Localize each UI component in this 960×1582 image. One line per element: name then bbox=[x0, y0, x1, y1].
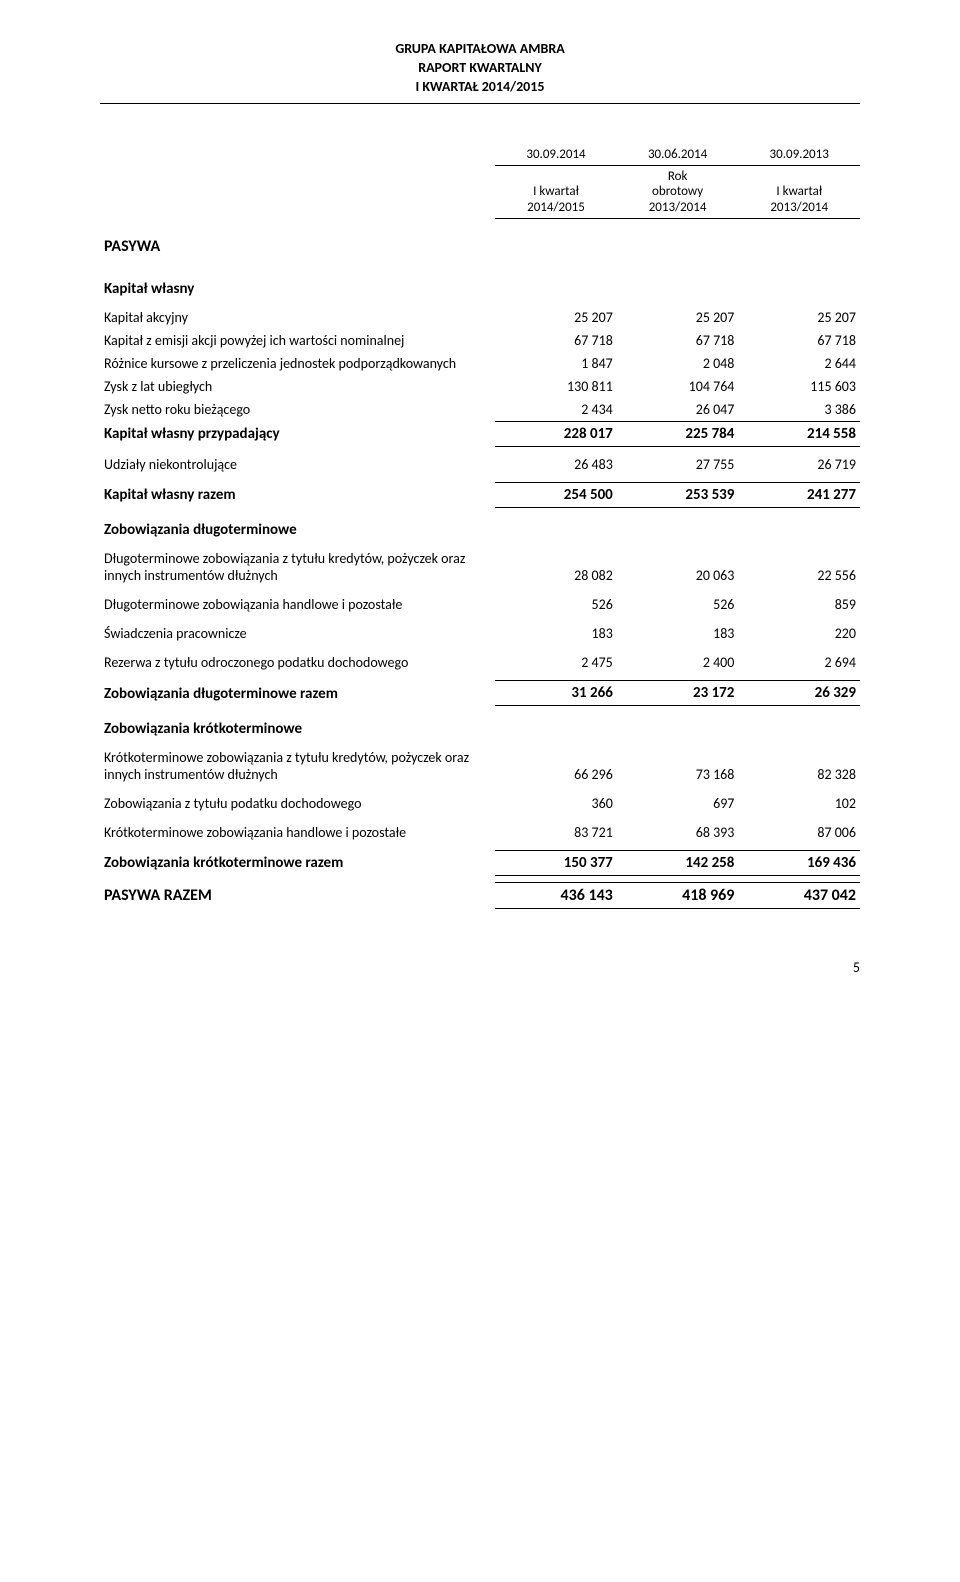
short-liab-total-label: Zobowiązania krótkoterminowe razem bbox=[100, 850, 495, 875]
col-sub-3: I kwartał 2013/2014 bbox=[738, 165, 860, 219]
long-liab-total-label: Zobowiązania długoterminowe razem bbox=[100, 681, 495, 706]
row-value: 26 047 bbox=[617, 398, 739, 422]
table-row: Długoterminowe zobowiązania handlowe i p… bbox=[100, 593, 860, 616]
row-label: Świadczenia pracownicze bbox=[100, 622, 495, 645]
row-label: Długoterminowe zobowiązania z tytułu kre… bbox=[100, 547, 495, 587]
table-row: Kapitał z emisji akcji powyżej ich warto… bbox=[100, 329, 860, 352]
row-label: Krótkoterminowe zobowiązania z tytułu kr… bbox=[100, 746, 495, 786]
row-value: 67 718 bbox=[617, 329, 739, 352]
equity-heading: Kapitał własny bbox=[100, 266, 495, 306]
header-line-3: I KWARTAŁ 2014/2015 bbox=[100, 78, 860, 97]
long-liab-rows: Długoterminowe zobowiązania z tytułu kre… bbox=[100, 547, 860, 674]
row-value: 3 386 bbox=[738, 398, 860, 422]
row-value: 2 694 bbox=[738, 651, 860, 674]
short-liab-total-row: Zobowiązania krótkoterminowe razem 150 3… bbox=[100, 850, 860, 875]
row-value: 102 bbox=[738, 792, 860, 815]
row-value: 22 556 bbox=[738, 547, 860, 587]
row-label: Krótkoterminowe zobowiązania handlowe i … bbox=[100, 821, 495, 844]
row-value: 87 006 bbox=[738, 821, 860, 844]
long-liab-heading: Zobowiązania długoterminowe bbox=[100, 507, 495, 547]
short-liab-heading: Zobowiązania krótkoterminowe bbox=[100, 706, 495, 746]
row-value: 25 207 bbox=[495, 306, 617, 329]
col-date-3: 30.09.2013 bbox=[738, 144, 860, 166]
row-value: 28 082 bbox=[495, 547, 617, 587]
equity-attributable-row: Kapitał własny przypadający 228 017 225 … bbox=[100, 421, 860, 446]
pasywa-razem-label: PASYWA RAZEM bbox=[100, 882, 495, 908]
table-row: Rezerwa z tytułu odroczonego podatku doc… bbox=[100, 651, 860, 674]
pasywa-razem-row: PASYWA RAZEM 436 143 418 969 437 042 bbox=[100, 882, 860, 908]
row-value: 2 434 bbox=[495, 398, 617, 422]
column-subheads-row: I kwartał 2014/2015 Rok obrotowy 2013/20… bbox=[100, 165, 860, 219]
table-row: Świadczenia pracownicze183183220 bbox=[100, 622, 860, 645]
table-row: Różnice kursowe z przeliczenia jednostek… bbox=[100, 352, 860, 375]
row-value: 67 718 bbox=[495, 329, 617, 352]
row-value: 360 bbox=[495, 792, 617, 815]
row-label: Zysk z lat ubiegłych bbox=[100, 375, 495, 398]
row-value: 2 644 bbox=[738, 352, 860, 375]
table-row: Krótkoterminowe zobowiązania z tytułu kr… bbox=[100, 746, 860, 786]
section-long-liab: Zobowiązania długoterminowe bbox=[100, 507, 860, 547]
row-value: 73 168 bbox=[617, 746, 739, 786]
financial-table: 30.09.2014 30.06.2014 30.09.2013 I kwart… bbox=[100, 144, 860, 909]
page-number: 5 bbox=[100, 959, 860, 976]
row-value: 220 bbox=[738, 622, 860, 645]
row-value: 526 bbox=[617, 593, 739, 616]
row-label: Różnice kursowe z przeliczenia jednostek… bbox=[100, 352, 495, 375]
row-value: 1 847 bbox=[495, 352, 617, 375]
equity-rows: Kapitał akcyjny25 20725 20725 207Kapitał… bbox=[100, 306, 860, 422]
column-dates-row: 30.09.2014 30.06.2014 30.09.2013 bbox=[100, 144, 860, 166]
col-date-1: 30.09.2014 bbox=[495, 144, 617, 166]
row-label: Długoterminowe zobowiązania handlowe i p… bbox=[100, 593, 495, 616]
row-label: Rezerwa z tytułu odroczonego podatku doc… bbox=[100, 651, 495, 674]
nci-label: Udziały niekontrolujące bbox=[100, 453, 495, 476]
row-label: Zysk netto roku bieżącego bbox=[100, 398, 495, 422]
row-value: 104 764 bbox=[617, 375, 739, 398]
section-equity: Kapitał własny bbox=[100, 266, 860, 306]
equity-total-row: Kapitał własny razem 254 500 253 539 241… bbox=[100, 482, 860, 507]
pasywa-heading: PASYWA bbox=[100, 219, 495, 266]
row-value: 697 bbox=[617, 792, 739, 815]
table-row: Kapitał akcyjny25 20725 20725 207 bbox=[100, 306, 860, 329]
row-value: 66 296 bbox=[495, 746, 617, 786]
header-line-1: GRUPA KAPITAŁOWA AMBRA bbox=[100, 40, 860, 59]
row-value: 2 400 bbox=[617, 651, 739, 674]
equity-attributable-label: Kapitał własny przypadający bbox=[100, 421, 495, 446]
row-value: 2 048 bbox=[617, 352, 739, 375]
row-value: 183 bbox=[617, 622, 739, 645]
equity-total-label: Kapitał własny razem bbox=[100, 482, 495, 507]
row-value: 20 063 bbox=[617, 547, 739, 587]
table-row: Zysk z lat ubiegłych130 811104 764115 60… bbox=[100, 375, 860, 398]
row-value: 130 811 bbox=[495, 375, 617, 398]
table-row: Zysk netto roku bieżącego2 43426 0473 38… bbox=[100, 398, 860, 422]
row-value: 183 bbox=[495, 622, 617, 645]
row-value: 25 207 bbox=[617, 306, 739, 329]
header-line-2: RAPORT KWARTALNY bbox=[100, 59, 860, 78]
row-label: Kapitał z emisji akcji powyżej ich warto… bbox=[100, 329, 495, 352]
row-value: 2 475 bbox=[495, 651, 617, 674]
table-row: Krótkoterminowe zobowiązania handlowe i … bbox=[100, 821, 860, 844]
col-sub-2: Rok obrotowy 2013/2014 bbox=[617, 165, 739, 219]
short-liab-rows: Krótkoterminowe zobowiązania z tytułu kr… bbox=[100, 746, 860, 844]
section-short-liab: Zobowiązania krótkoterminowe bbox=[100, 706, 860, 746]
nci-row: Udziały niekontrolujące 26 483 27 755 26… bbox=[100, 453, 860, 476]
section-pasywa: PASYWA bbox=[100, 219, 860, 266]
row-value: 115 603 bbox=[738, 375, 860, 398]
row-value: 68 393 bbox=[617, 821, 739, 844]
long-liab-total-row: Zobowiązania długoterminowe razem 31 266… bbox=[100, 681, 860, 706]
row-label: Zobowiązania z tytułu podatku dochodoweg… bbox=[100, 792, 495, 815]
table-row: Zobowiązania z tytułu podatku dochodoweg… bbox=[100, 792, 860, 815]
table-row: Długoterminowe zobowiązania z tytułu kre… bbox=[100, 547, 860, 587]
row-value: 859 bbox=[738, 593, 860, 616]
row-value: 25 207 bbox=[738, 306, 860, 329]
row-value: 82 328 bbox=[738, 746, 860, 786]
row-value: 67 718 bbox=[738, 329, 860, 352]
row-value: 526 bbox=[495, 593, 617, 616]
row-label: Kapitał akcyjny bbox=[100, 306, 495, 329]
page: GRUPA KAPITAŁOWA AMBRA RAPORT KWARTALNY … bbox=[0, 0, 960, 1036]
row-value: 83 721 bbox=[495, 821, 617, 844]
col-date-2: 30.06.2014 bbox=[617, 144, 739, 166]
header-rule bbox=[100, 103, 860, 104]
report-header: GRUPA KAPITAŁOWA AMBRA RAPORT KWARTALNY … bbox=[100, 40, 860, 97]
col-sub-1: I kwartał 2014/2015 bbox=[495, 165, 617, 219]
